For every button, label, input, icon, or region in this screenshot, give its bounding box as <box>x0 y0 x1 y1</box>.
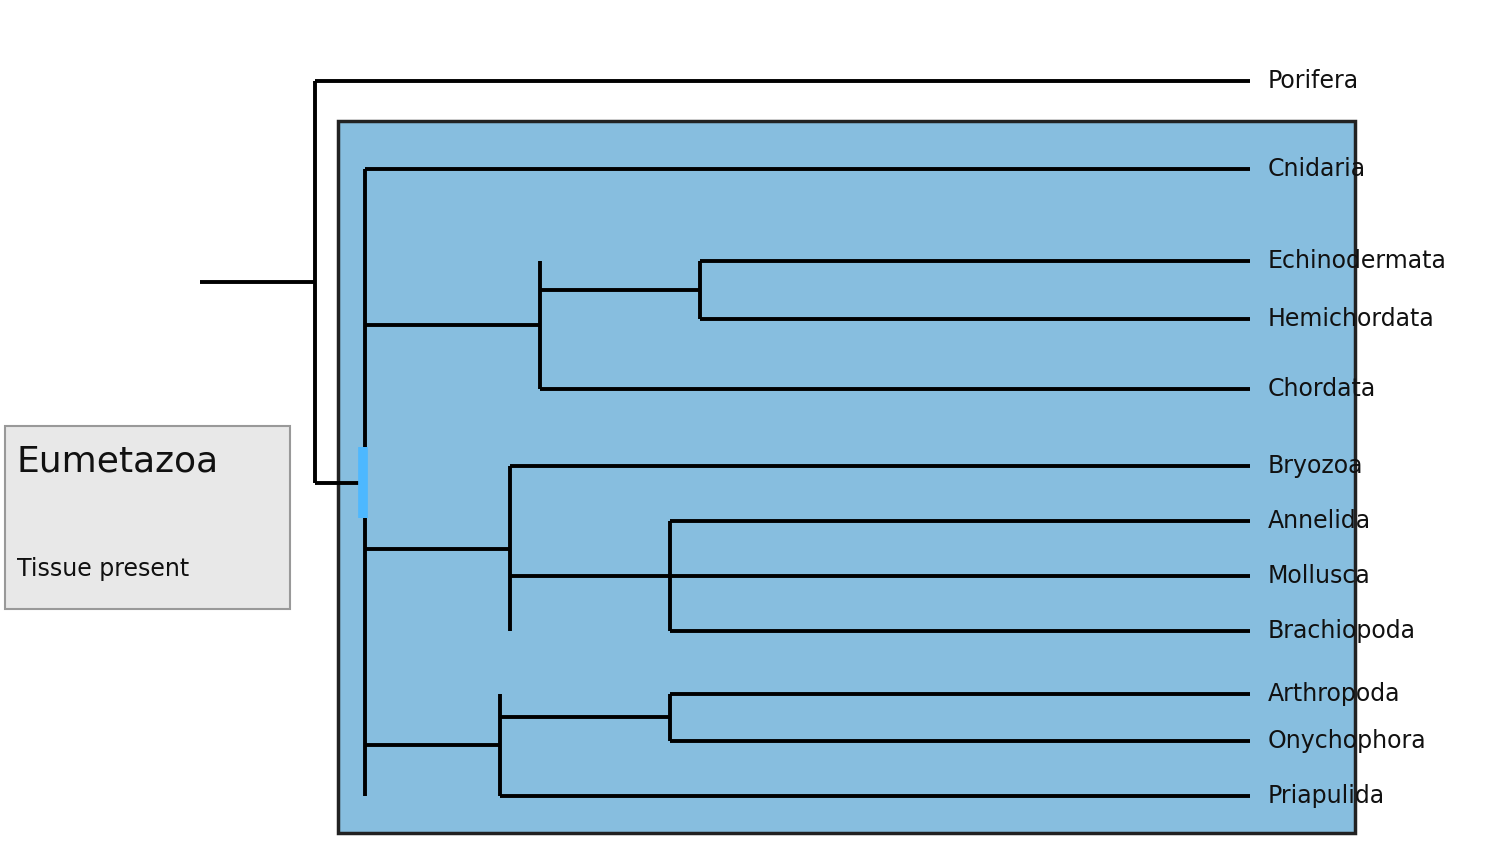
Text: Onychophora: Onychophora <box>1268 729 1426 753</box>
Text: Echinodermata: Echinodermata <box>1268 248 1448 273</box>
Text: Eumetazoa: Eumetazoa <box>16 444 219 478</box>
Text: Porifera: Porifera <box>1268 68 1359 93</box>
Text: Cnidaria: Cnidaria <box>1268 157 1366 181</box>
Text: Mollusca: Mollusca <box>1268 564 1371 588</box>
Bar <box>338 121 1354 833</box>
Text: Bryozoa: Bryozoa <box>1268 454 1364 478</box>
Text: Chordata: Chordata <box>1268 377 1377 401</box>
Bar <box>4 425 290 609</box>
Text: Hemichordata: Hemichordata <box>1268 307 1434 331</box>
Text: Priapulida: Priapulida <box>1268 784 1384 809</box>
Text: Annelida: Annelida <box>1268 509 1371 533</box>
Text: Arthropoda: Arthropoda <box>1268 682 1401 706</box>
Text: Brachiopoda: Brachiopoda <box>1268 619 1416 643</box>
Text: Tissue present: Tissue present <box>16 557 189 582</box>
